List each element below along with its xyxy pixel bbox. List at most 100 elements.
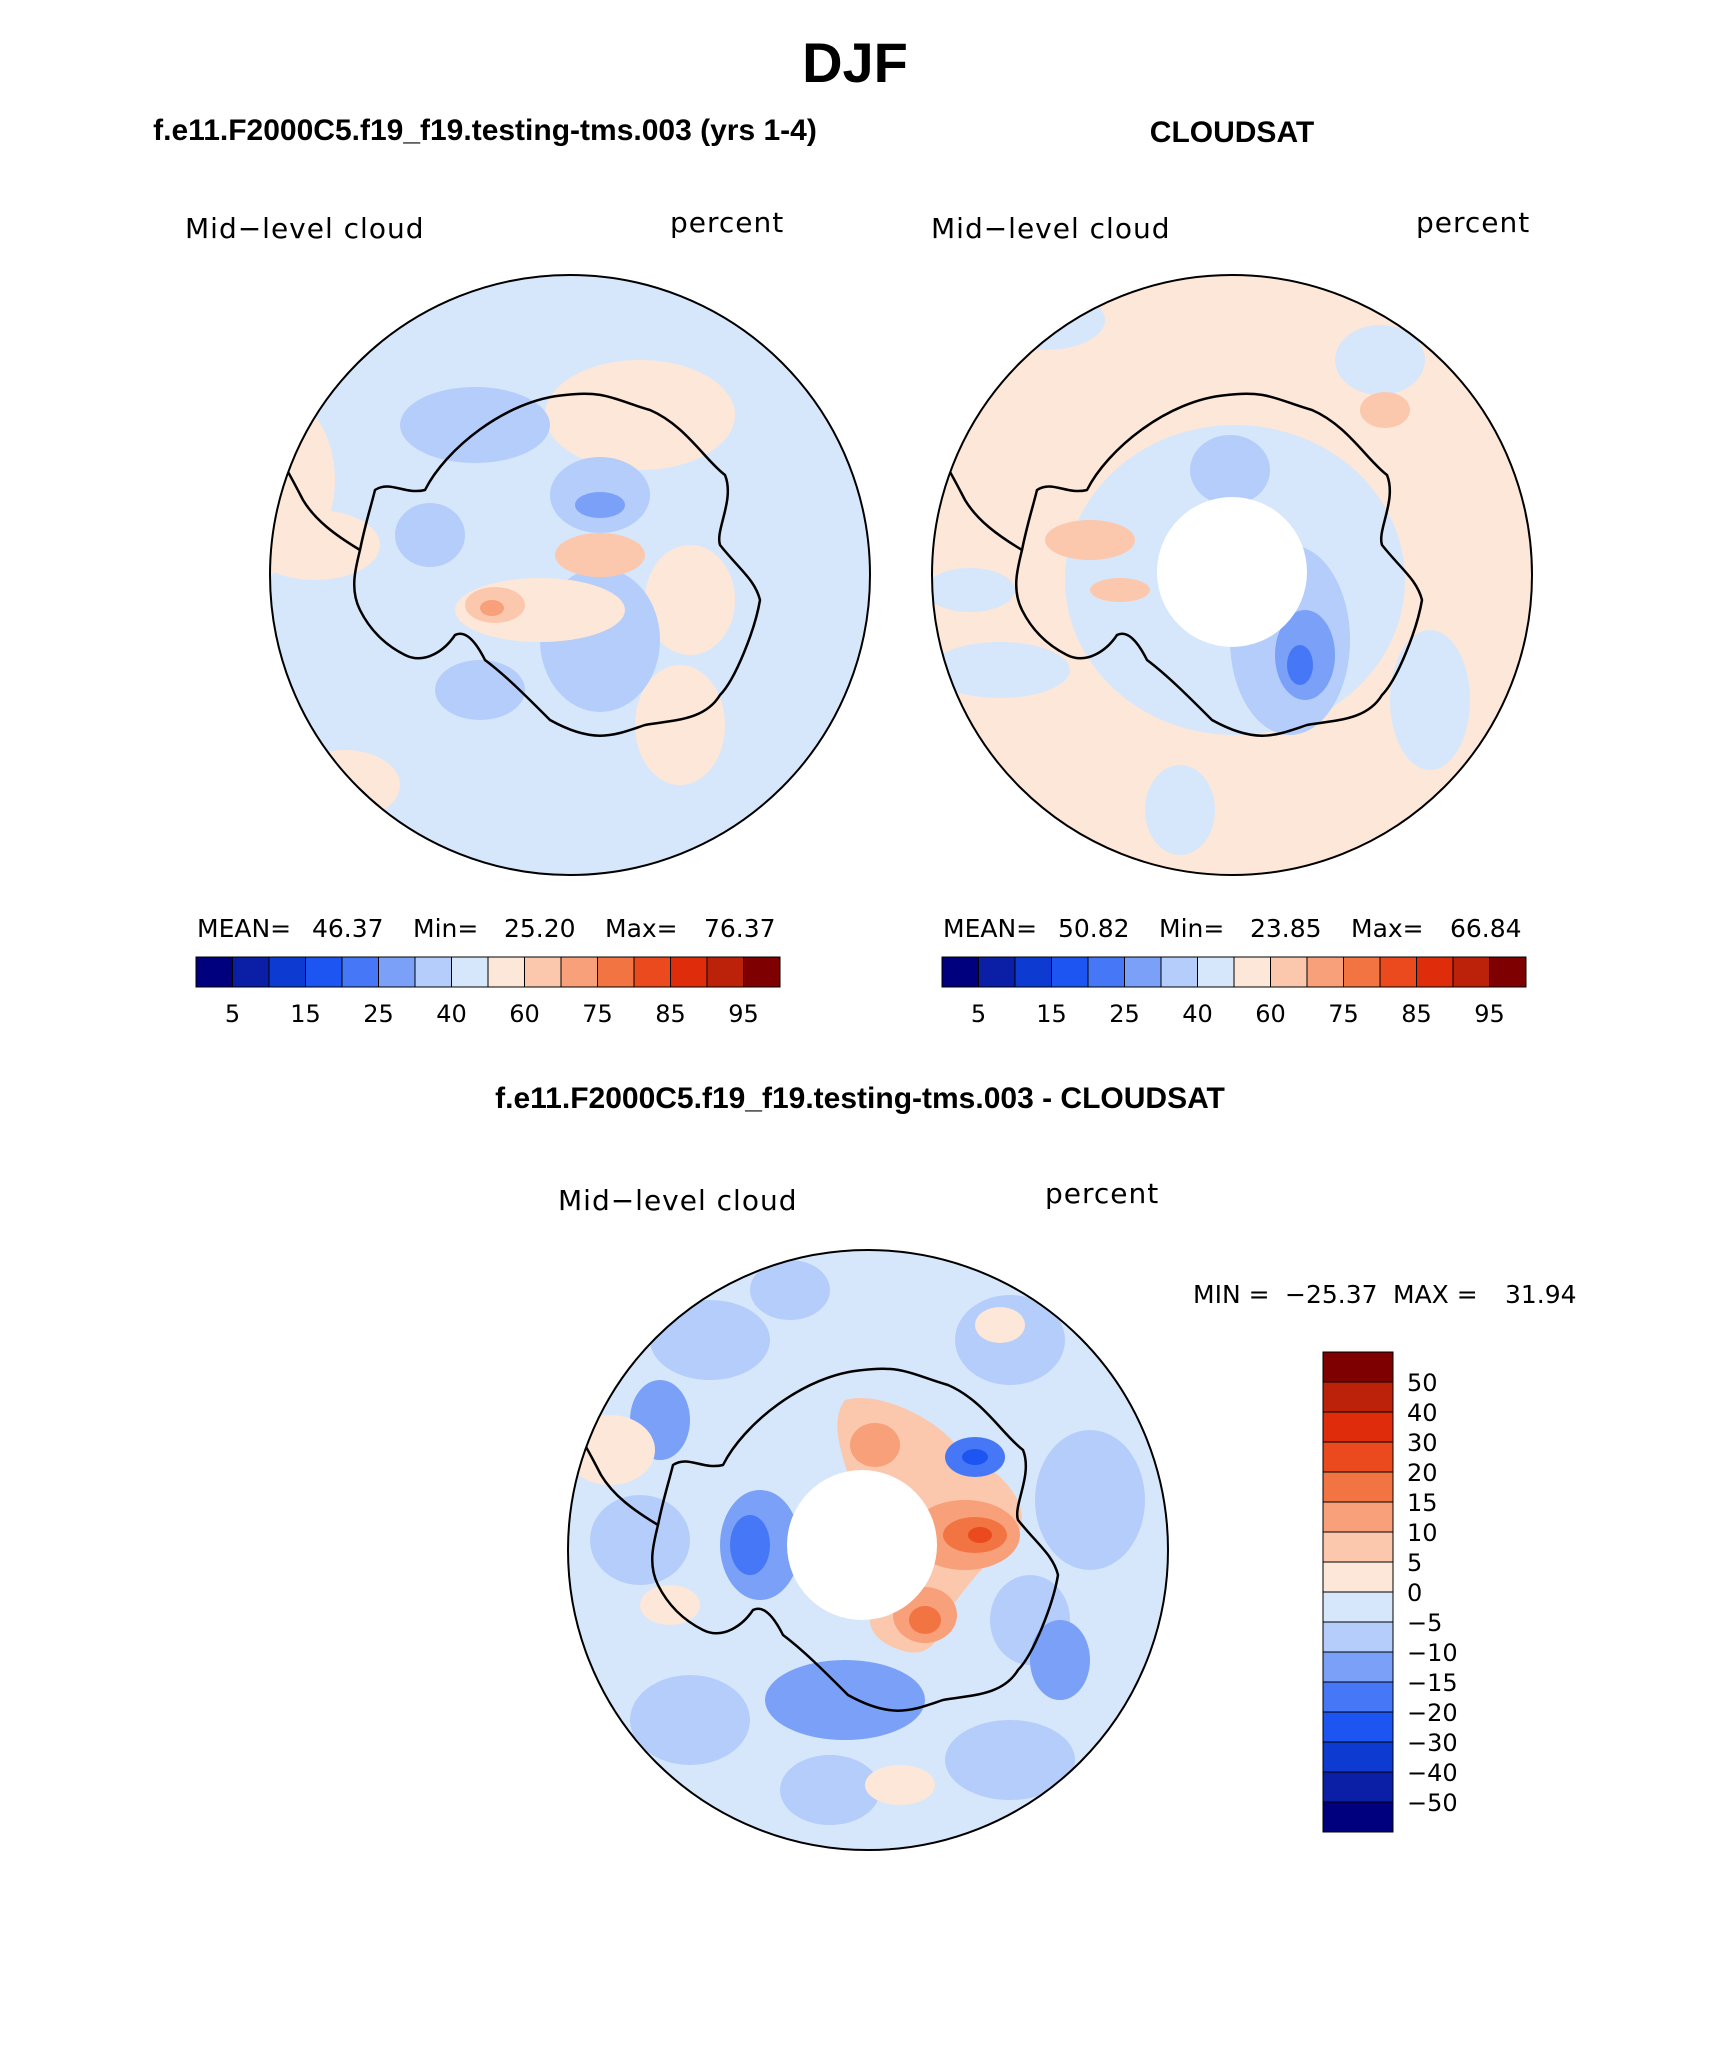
panel-obs-colorbar-swatch [1452,956,1490,988]
panel-obs: CLOUDSAT Mid−level cloud percent MEAN= 5… [931,116,1533,1028]
panel-model-colorbar-swatch [524,956,562,988]
panel-model-colorbar-swatch [487,956,525,988]
panel-diff-colorbar-tick: 20 [1407,1459,1438,1487]
panel-obs-colorbar-swatch [1270,956,1308,988]
panel-diff-colorbar-tick: −15 [1407,1669,1458,1697]
panel-diff-colorbar-swatch [1322,1801,1394,1833]
panel-model-colorbar-tick: 25 [363,1000,394,1028]
panel-diff-colorbar-tick: −50 [1407,1789,1458,1817]
panel-model-colorbar-swatch [743,956,781,988]
panel-obs-colorbar-swatch [1489,956,1527,988]
panel-obs-colorbar-swatch [1124,956,1162,988]
panel-model-colorbar-swatch [378,956,416,988]
panel-diff: f.e11.F2000C5.f19_f19.testing-tms.003 - … [495,1082,1577,1851]
panel-model-colorbar-tick: 95 [728,1000,759,1028]
panel-model-colorbar-swatch [268,956,306,988]
panel-diff-colorbar-swatch [1322,1471,1394,1503]
panel-obs-colorbar-tick: 25 [1109,1000,1140,1028]
panel-model-colorbar-swatch [414,956,452,988]
panel-obs-colorbar-swatch [1014,956,1052,988]
figure-title: DJF [802,31,908,94]
panel-diff-min-label: MIN = [1193,1280,1270,1309]
panel-obs-colorbar-tick: 95 [1474,1000,1505,1028]
panel-obs-mean-label: MEAN= [943,914,1037,943]
panel-model-colorbar-swatch [706,956,744,988]
panel-obs-map-border [931,274,1533,876]
panel-diff-colorbar-swatch [1322,1711,1394,1743]
panel-model-max: 76.37 [704,914,776,943]
panel-diff-colorbar-swatch [1322,1591,1394,1623]
panel-diff-colorbar-tick: −10 [1407,1639,1458,1667]
panel-model-colorbar-tick: 60 [509,1000,540,1028]
panel-diff-colorbar-tick: 40 [1407,1399,1438,1427]
panel-obs-colorbar [941,956,1527,988]
panel-diff-colorbar-swatch [1322,1771,1394,1803]
panel-obs-colorbar-swatch [1233,956,1271,988]
panel-diff-colorbar-tick: 10 [1407,1519,1438,1547]
panel-diff-colorbar-swatch [1322,1441,1394,1473]
panel-obs-colorbar-swatch [1416,956,1454,988]
panel-obs-colorbar-tick: 40 [1182,1000,1213,1028]
panel-model-colorbar [195,956,781,988]
panel-diff-colorbar-tick: 15 [1407,1489,1438,1517]
panel-diff-variable: Mid−level cloud [558,1184,797,1217]
panel-obs-colorbar-tick: 75 [1328,1000,1359,1028]
panel-diff-colorbar-swatch [1322,1681,1394,1713]
panel-model-colorbar-swatch [451,956,489,988]
panel-obs-colorbar-swatch [1160,956,1198,988]
panel-model-colorbar-swatch [341,956,379,988]
panel-model-min: 25.20 [504,914,576,943]
panel-model-colorbar-swatch [597,956,635,988]
panel-obs-map [932,275,1532,875]
panel-obs-colorbar-swatch [1343,956,1381,988]
panel-model-variable: Mid−level cloud [185,212,424,245]
panel-obs-colorbar-swatch [1379,956,1417,988]
panel-diff-colorbar-tick: −20 [1407,1699,1458,1727]
panel-diff-colorbar-tick: −30 [1407,1729,1458,1757]
panel-model-colorbar-swatch [305,956,343,988]
panel-model-colorbar-swatch [195,956,233,988]
panel-diff-colorbar-swatch [1322,1741,1394,1773]
panel-obs-colorbar-tick: 60 [1255,1000,1286,1028]
panel-model-colorbar-tick: 85 [655,1000,686,1028]
panel-diff-title: f.e11.F2000C5.f19_f19.testing-tms.003 - … [495,1082,1225,1115]
panel-diff-max-label: MAX = [1393,1280,1478,1309]
panel-obs-colorbar-swatch [1306,956,1344,988]
panel-obs-colorbar-swatch [941,956,979,988]
panel-diff-colorbar-tick: 50 [1407,1369,1438,1397]
panel-model-colorbar-ticks: 5 15 25 40 60 75 85 95 [225,1000,759,1028]
panel-obs-colorbar-tick: 85 [1401,1000,1432,1028]
panel-model-colorbar-swatch [232,956,270,988]
panel-model-mean: 46.37 [312,914,384,943]
panel-model-colorbar-tick: 5 [225,1000,240,1028]
panel-model-units: percent [670,206,784,239]
panel-obs-min-label: Min= [1159,914,1224,943]
panel-diff-colorbar-tick: 5 [1407,1549,1422,1577]
panel-obs-colorbar-swatch [1087,956,1125,988]
panel-obs-variable: Mid−level cloud [931,212,1170,245]
panel-diff-colorbar-tick: −5 [1407,1609,1442,1637]
panel-model-min-label: Min= [413,914,478,943]
panel-obs-max-label: Max= [1351,914,1424,943]
panel-obs-mean: 50.82 [1058,914,1130,943]
panel-obs-colorbar-swatch [978,956,1016,988]
panel-diff-units: percent [1045,1177,1159,1210]
panel-obs-colorbar-swatch [1051,956,1089,988]
panel-model-max-label: Max= [605,914,678,943]
panel-diff-colorbar-swatch [1322,1411,1394,1443]
panel-obs-colorbar-swatch [1197,956,1235,988]
panel-model-colorbar-swatch [670,956,708,988]
panel-obs-max: 66.84 [1450,914,1522,943]
panel-obs-min: 23.85 [1250,914,1322,943]
panel-diff-max: 31.94 [1505,1280,1577,1309]
panel-model-title: f.e11.F2000C5.f19_f19.testing-tms.003 (y… [153,114,817,147]
panel-diff-colorbar [1322,1351,1394,1833]
panel-diff-colorbar-tick: 0 [1407,1579,1422,1607]
panel-diff-colorbar-swatch [1322,1501,1394,1533]
panel-diff-colorbar-swatch [1322,1651,1394,1683]
panel-diff-colorbar-swatch [1322,1381,1394,1413]
panel-diff-colorbar-swatch [1322,1561,1394,1593]
panel-obs-colorbar-tick: 5 [971,1000,986,1028]
